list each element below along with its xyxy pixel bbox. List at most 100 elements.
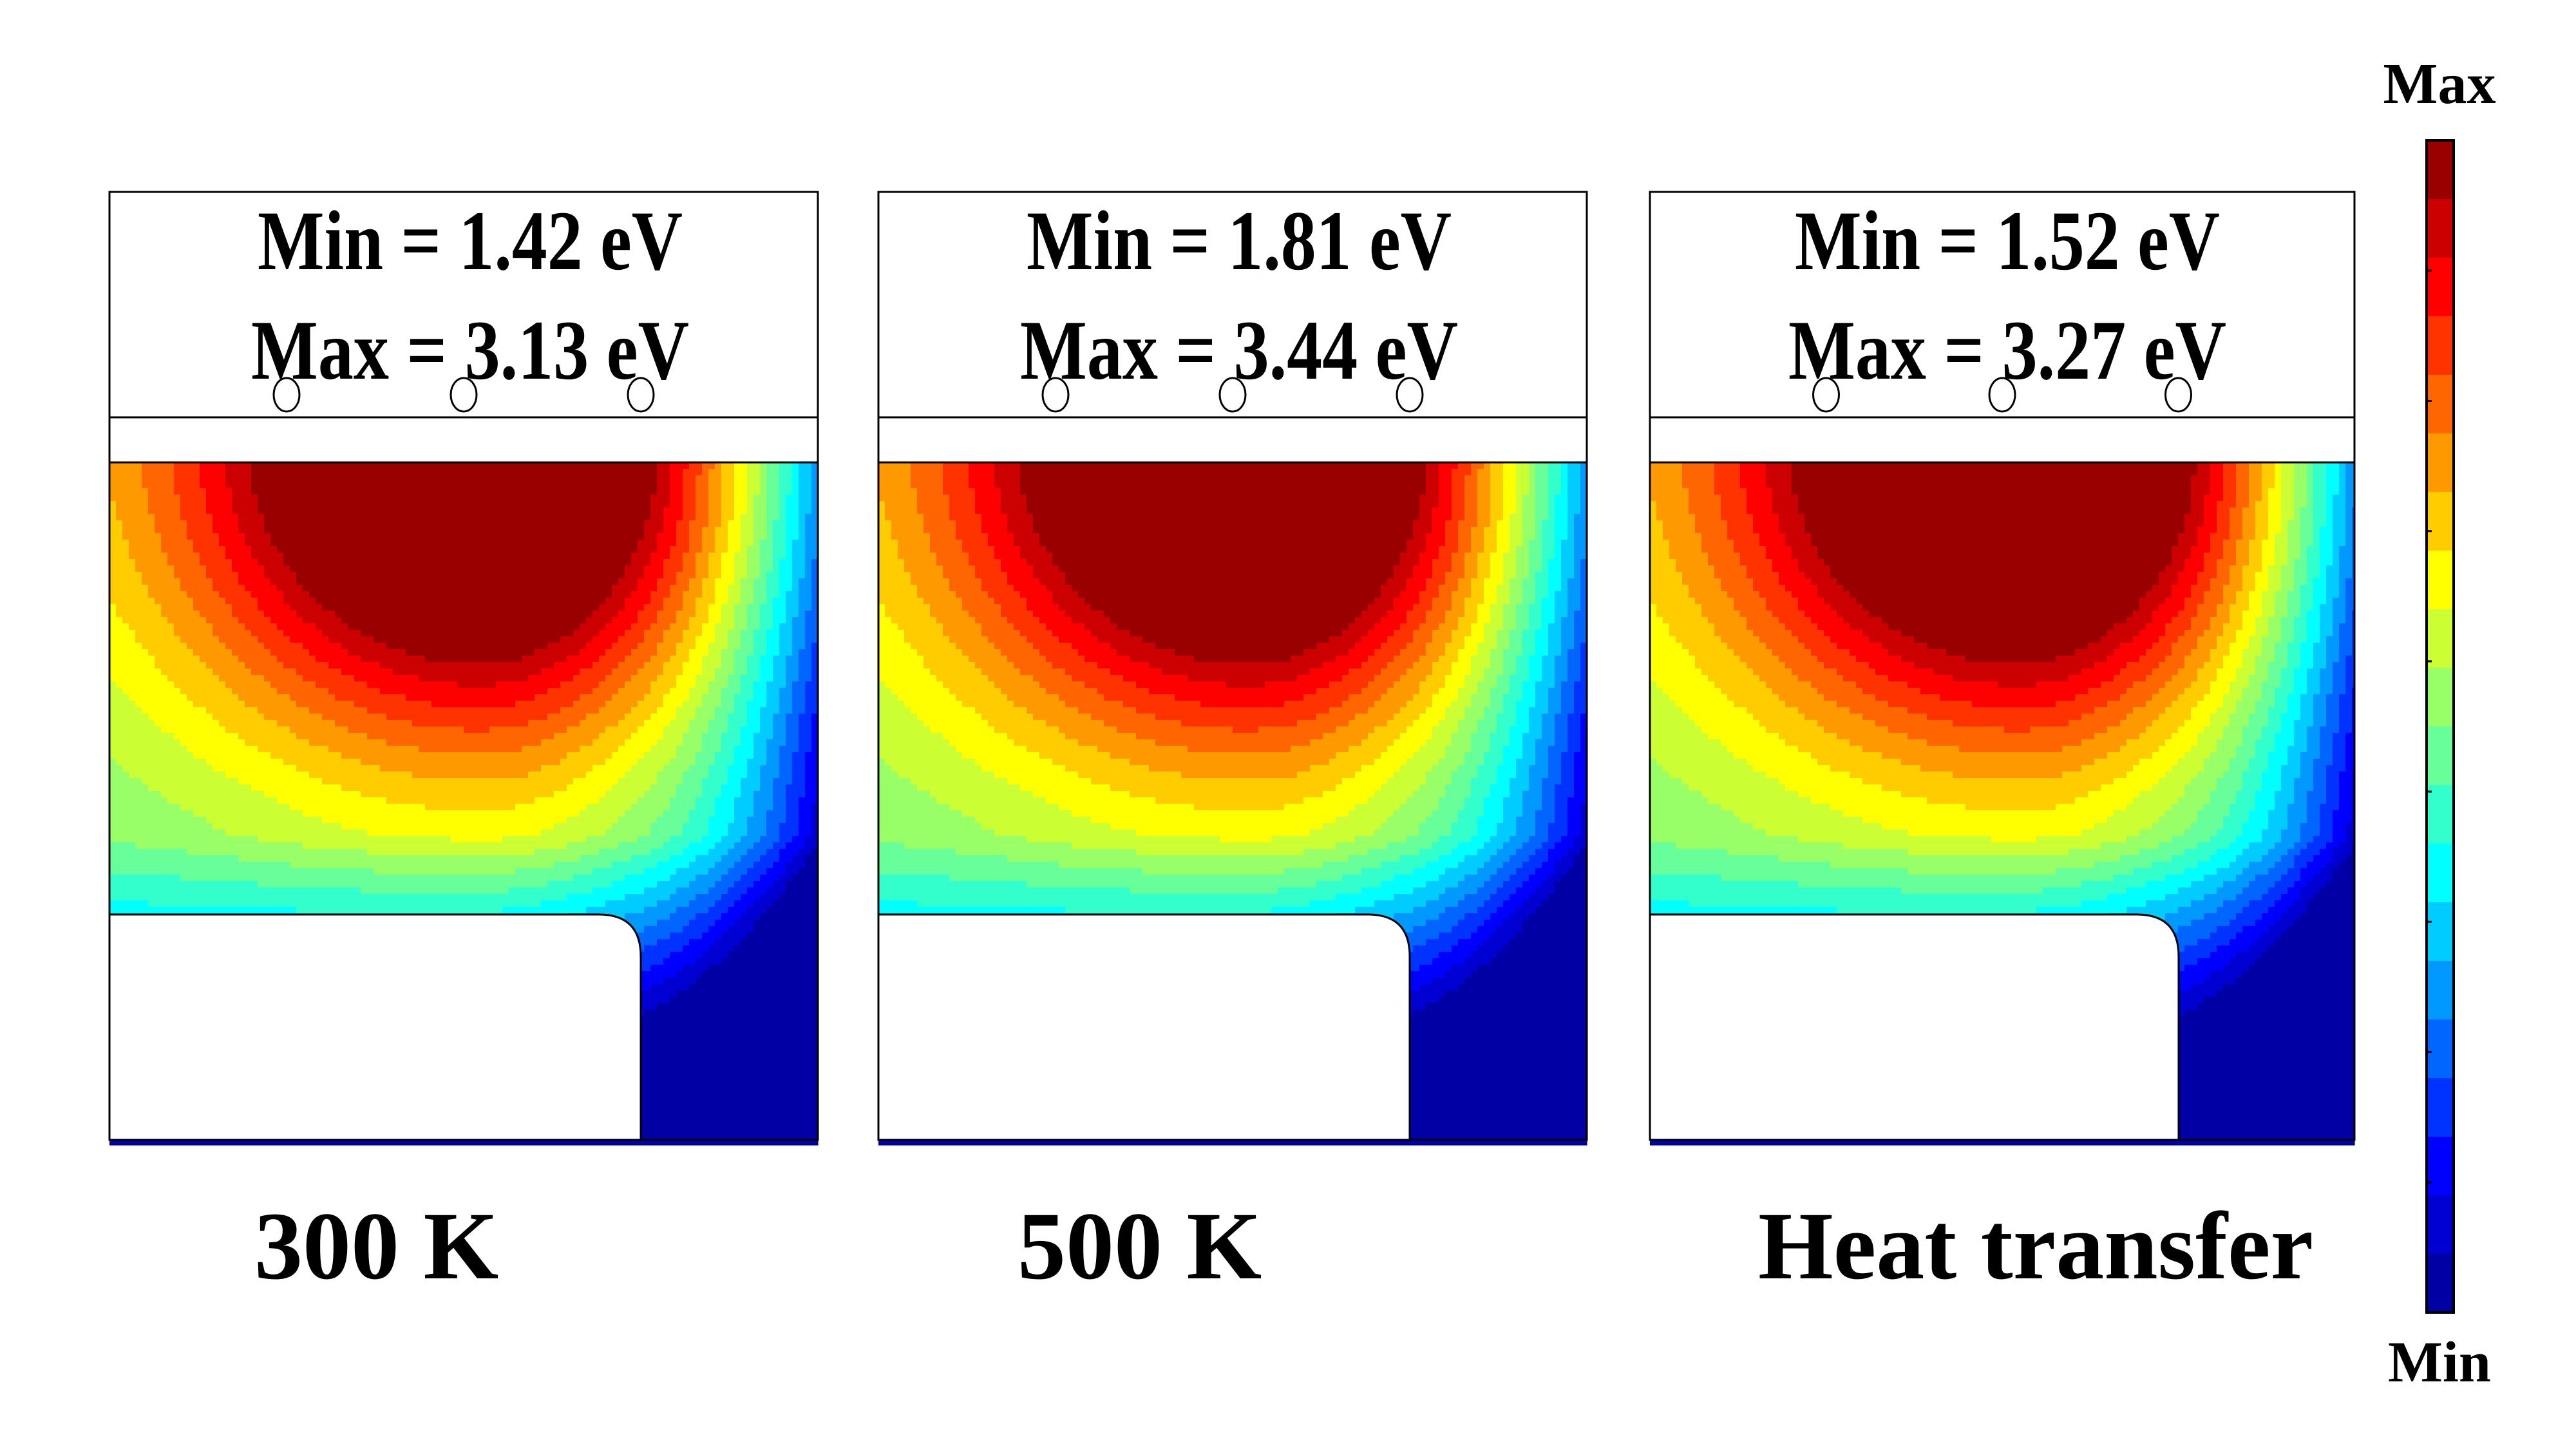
field-cell bbox=[2262, 565, 2269, 573]
field-cell bbox=[1426, 482, 1439, 489]
field-cell bbox=[1014, 585, 1046, 592]
field-cell bbox=[799, 668, 812, 676]
field-cell bbox=[1381, 784, 1420, 791]
field-cell bbox=[2249, 501, 2256, 508]
field-cell bbox=[878, 739, 950, 746]
field-cell bbox=[2249, 881, 2275, 888]
field-cell bbox=[2268, 520, 2282, 527]
field-cell bbox=[2294, 578, 2307, 585]
field-cell bbox=[1535, 591, 1549, 598]
field-cell bbox=[663, 662, 683, 669]
field-cell bbox=[2197, 1003, 2355, 1010]
field-cell bbox=[1567, 482, 1581, 489]
field-cell bbox=[2294, 475, 2307, 482]
field-cell bbox=[2333, 630, 2340, 637]
field-cell bbox=[696, 681, 709, 688]
field-cell bbox=[1316, 881, 1381, 888]
field-cell bbox=[1759, 533, 1786, 540]
field-cell bbox=[1908, 868, 2056, 875]
field-cell bbox=[213, 585, 245, 592]
field-cell bbox=[741, 636, 754, 643]
field-cell bbox=[109, 778, 142, 785]
field-cell bbox=[898, 772, 995, 779]
field-cell bbox=[2339, 469, 2346, 476]
field-cell bbox=[792, 462, 799, 469]
field-cell bbox=[760, 675, 773, 682]
field-cell bbox=[753, 578, 767, 585]
field-cell bbox=[309, 739, 387, 746]
field-cell bbox=[1503, 604, 1517, 611]
field-cell bbox=[975, 707, 1027, 714]
field-cell bbox=[2339, 842, 2353, 849]
field-cell bbox=[1110, 617, 1356, 624]
field-cell bbox=[747, 501, 754, 508]
field-cell bbox=[1580, 656, 1587, 663]
field-cell bbox=[2352, 694, 2355, 701]
field-cell bbox=[1413, 533, 1426, 540]
field-cell bbox=[1669, 694, 1728, 701]
field-cell bbox=[1682, 469, 1715, 476]
field-cell bbox=[1901, 656, 1966, 663]
field-cell bbox=[747, 559, 761, 566]
field-cell bbox=[696, 501, 709, 508]
field-cell bbox=[2313, 694, 2327, 701]
field-cell bbox=[799, 488, 812, 495]
field-cell bbox=[728, 546, 741, 553]
field-cell bbox=[728, 765, 748, 772]
field-cell bbox=[786, 887, 819, 895]
field-cell bbox=[734, 797, 754, 804]
field-cell bbox=[734, 572, 748, 579]
field-cell bbox=[1033, 514, 1420, 521]
field-cell bbox=[766, 681, 786, 688]
field-cell bbox=[1419, 553, 1439, 560]
field-cell bbox=[1567, 675, 1581, 682]
field-cell bbox=[2242, 772, 2262, 779]
field-cell bbox=[1548, 746, 1568, 753]
field-cell bbox=[1233, 726, 1259, 734]
field-cell bbox=[1753, 765, 1831, 772]
field-cell bbox=[1484, 462, 1491, 469]
field-cell bbox=[683, 598, 696, 605]
field-cell bbox=[1413, 945, 1452, 952]
field-cell bbox=[696, 572, 709, 579]
field-cell bbox=[1650, 475, 1683, 482]
field-cell bbox=[245, 662, 284, 669]
field-cell bbox=[2352, 649, 2355, 656]
field-cell bbox=[878, 507, 886, 515]
field-cell bbox=[2300, 836, 2314, 843]
field-cell bbox=[1920, 688, 2088, 695]
field-cell bbox=[741, 585, 754, 592]
field-cell bbox=[1804, 520, 2185, 527]
field-cell bbox=[747, 623, 761, 630]
field-cell bbox=[650, 714, 677, 721]
field-cell bbox=[2268, 507, 2282, 515]
field-cell bbox=[515, 701, 574, 708]
field-cell bbox=[2326, 501, 2333, 508]
field-cell bbox=[1439, 804, 1465, 811]
field-cell bbox=[1458, 862, 1484, 869]
field-cell bbox=[878, 817, 976, 824]
field-cell bbox=[2210, 475, 2224, 482]
field-cell bbox=[741, 514, 754, 521]
field-cell bbox=[2152, 862, 2198, 869]
field-cell bbox=[747, 488, 761, 495]
field-cell bbox=[1882, 784, 2101, 791]
field-cell bbox=[1529, 462, 1536, 469]
field-cell bbox=[2152, 668, 2179, 676]
field-cell bbox=[1361, 636, 1388, 643]
field-cell bbox=[1458, 817, 1478, 824]
field-cell bbox=[2236, 559, 2249, 566]
field-cell bbox=[1561, 553, 1575, 560]
field-cell bbox=[747, 720, 761, 727]
field-cell bbox=[225, 726, 290, 734]
max-label: Max = 3.27 eV bbox=[1788, 303, 2226, 397]
field-cell bbox=[734, 804, 754, 811]
field-cell bbox=[2223, 462, 2237, 469]
field-cell bbox=[2204, 875, 2237, 882]
field-cell bbox=[2262, 643, 2275, 650]
field-cell bbox=[2268, 668, 2282, 676]
field-cell bbox=[1529, 553, 1542, 560]
field-cell bbox=[1650, 591, 1689, 598]
field-cell bbox=[1772, 488, 1792, 495]
field-cell bbox=[799, 591, 812, 598]
